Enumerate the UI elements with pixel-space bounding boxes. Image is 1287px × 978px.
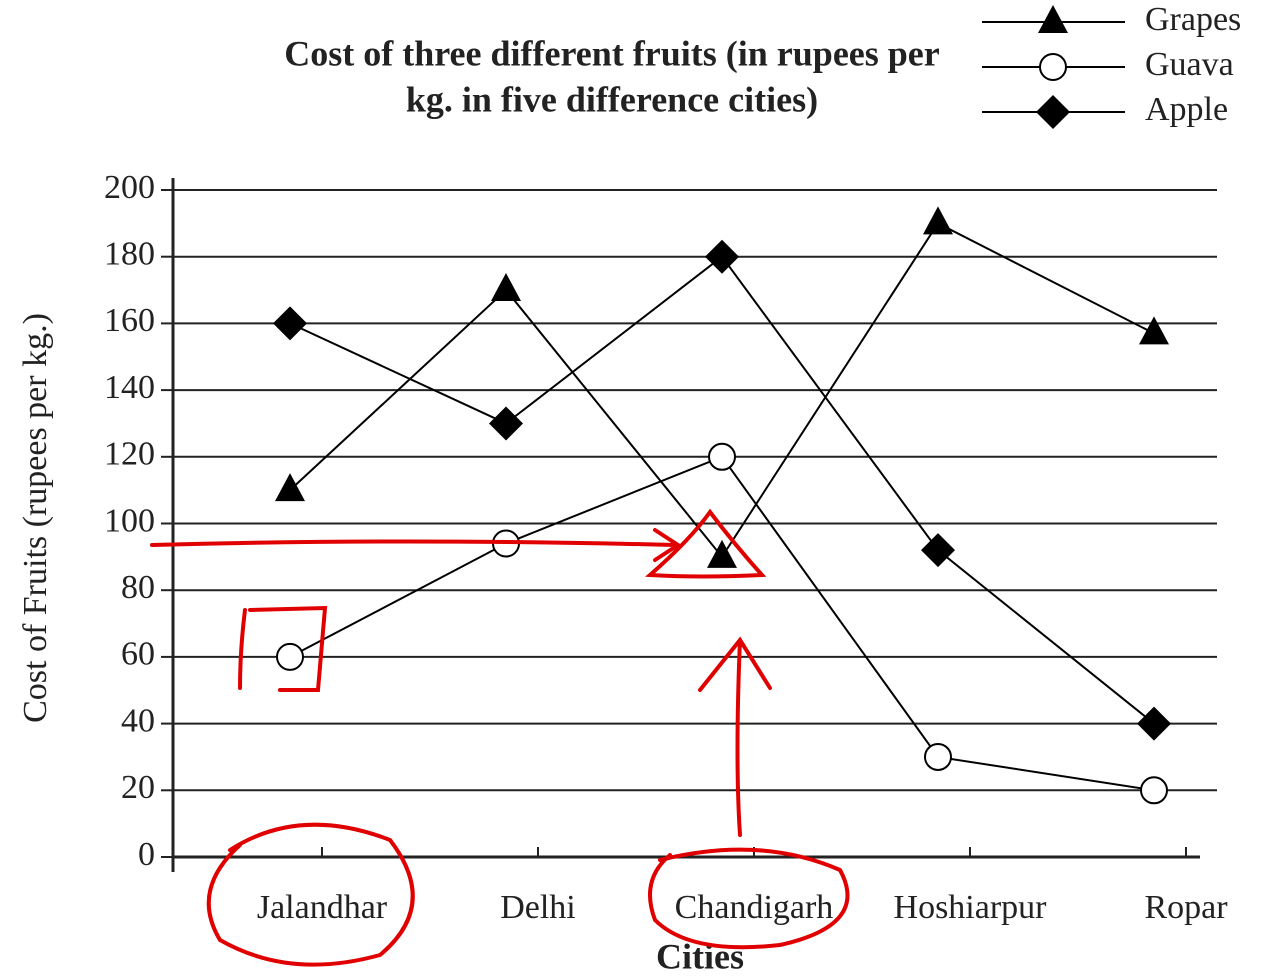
legend-label: Grapes xyxy=(1145,1,1241,38)
marker xyxy=(1137,706,1171,741)
x-tick-label: Jalandhar xyxy=(257,889,388,926)
marker xyxy=(1139,316,1169,345)
legend-label: Guava xyxy=(1145,46,1234,83)
marker xyxy=(924,742,952,771)
y-tick-label: 100 xyxy=(104,502,155,539)
y-tick-label: 40 xyxy=(121,702,155,739)
marker xyxy=(708,442,736,471)
y-tick-label: 160 xyxy=(104,302,155,339)
legend-label: Apple xyxy=(1145,91,1228,128)
marker xyxy=(1039,53,1067,81)
marker xyxy=(491,273,521,302)
y-tick-label: 20 xyxy=(121,769,155,806)
marker xyxy=(705,239,739,274)
marker xyxy=(707,539,737,568)
marker xyxy=(923,206,953,235)
chart-title: Cost of three different fruits (in rupee… xyxy=(284,33,940,73)
series-line xyxy=(289,255,1155,725)
y-tick-label: 140 xyxy=(104,369,155,406)
marker xyxy=(1036,95,1070,129)
y-tick-label: 80 xyxy=(121,569,155,606)
x-tick-label: Hoshiarpur xyxy=(894,889,1048,926)
marker xyxy=(273,306,307,341)
chart-title: kg. in five difference cities) xyxy=(406,79,818,119)
marker xyxy=(1140,776,1168,805)
marker xyxy=(275,473,305,502)
y-tick-label: 120 xyxy=(104,436,155,473)
y-axis-title: Cost of Fruits (rupees per kg.) xyxy=(17,313,54,723)
marker xyxy=(921,533,955,568)
x-tick-label: Delhi xyxy=(500,889,576,926)
x-tick-label: Ropar xyxy=(1144,889,1228,926)
marker xyxy=(489,406,523,441)
annotation xyxy=(150,508,850,967)
y-tick-label: 180 xyxy=(104,235,155,272)
marker xyxy=(276,642,304,671)
marker xyxy=(1038,5,1068,33)
y-tick-label: 60 xyxy=(121,636,155,673)
y-tick-label: 200 xyxy=(104,169,155,206)
y-tick-label: 0 xyxy=(138,836,155,873)
series-line xyxy=(289,455,1155,792)
x-tick-label: Chandigarh xyxy=(675,889,834,926)
